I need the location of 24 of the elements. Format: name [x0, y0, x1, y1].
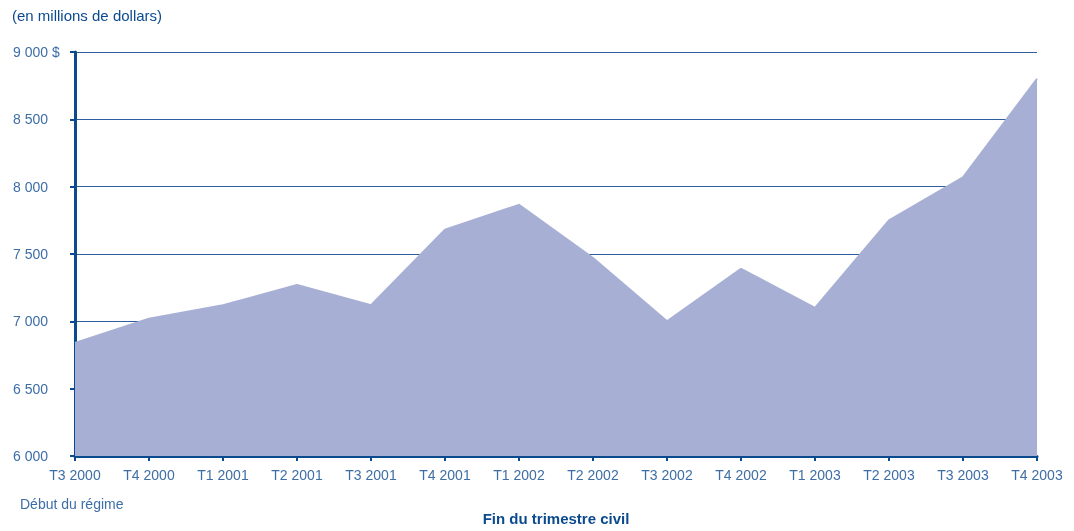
x-tick-label: T4 2002 — [715, 467, 767, 483]
y-tick-label: 8 000 — [13, 178, 49, 195]
x-tick-label: T1 2001 — [197, 467, 249, 483]
x-tick-label: T4 2003 — [1011, 467, 1063, 483]
y-tick-label: 7 500 — [13, 246, 49, 262]
x-tick-label: T2 2002 — [567, 467, 619, 483]
x-tick-label: T3 2001 — [345, 467, 397, 483]
x-axis-title: Fin du trimestre civil — [482, 510, 630, 527]
x-tick-label: T1 2002 — [493, 467, 545, 483]
text: Début du régime — [20, 496, 124, 512]
x-tick-label: T2 2001 — [271, 467, 323, 483]
x-tick-label: T4 2001 — [419, 467, 471, 483]
x-tick-label: T3 2003 — [937, 467, 989, 483]
y-tick-label: 9 000 $ — [13, 44, 60, 60]
y-tick-label: 7 000 — [13, 313, 49, 330]
y-tick-label: 6 000 — [13, 448, 49, 464]
x-tick-label: T3 2002 — [641, 467, 693, 483]
y-tick-label: 8 500 — [13, 111, 49, 128]
x-tick-label: T3 2000 — [49, 467, 101, 483]
x-tick-label: T2 2003 — [863, 467, 915, 483]
y-axis-title: (en millions de dollars) — [12, 7, 163, 24]
x-tick-label: T1 2003 — [789, 467, 841, 483]
x-tick-label: T4 2000 — [123, 467, 175, 483]
y-tick-label: 6 500 — [13, 380, 49, 397]
